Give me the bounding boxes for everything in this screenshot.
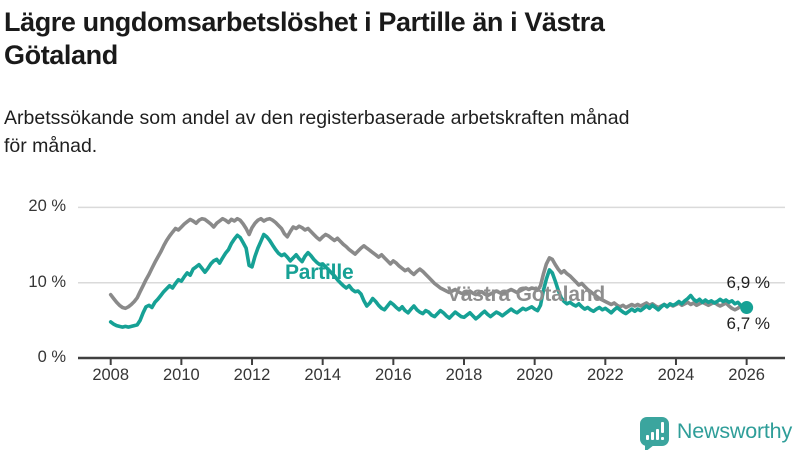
chart-title: Lägre ungdomsarbetslöshet i Partille än …	[4, 6, 784, 72]
x-axis-tick-label: 2008	[92, 366, 130, 384]
chart-title-line-2: Götaland	[4, 40, 118, 70]
chart-title-line-1: Lägre ungdomsarbetslöshet i Partille än …	[4, 7, 605, 37]
series-line-partille	[108, 232, 749, 329]
y-axis-tick-label: 0 %	[37, 348, 66, 366]
y-axis-tick-label: 10 %	[28, 272, 66, 291]
series-line-v-stra-g-taland	[108, 216, 749, 312]
x-axis-tick-label: 2014	[304, 366, 342, 384]
x-axis-tick-label: 2022	[586, 366, 624, 384]
series-label-partille: Partille	[285, 261, 354, 284]
newsworthy-chart-bubble-icon	[639, 416, 669, 450]
x-axis-tick-label: 2012	[233, 366, 271, 384]
latest-point-dot	[740, 301, 754, 315]
x-axis-tick-label: 2016	[374, 366, 412, 384]
x-axis-tick-label: 2020	[516, 366, 554, 384]
end-value-label-vastra-gotaland: 6,9 %	[726, 273, 770, 292]
y-axis-tick-label: 20 %	[28, 197, 66, 216]
newsworthy-wordmark: Newsworthy	[676, 418, 792, 443]
x-axis-tick-label: 2010	[163, 366, 200, 384]
chart-subtitle: Arbetssökande som andel av den registerb…	[4, 104, 794, 160]
newsworthy-logo[interactable]: Newsworthy	[639, 413, 792, 450]
series-label-vastra-gotaland: Västra Götaland	[447, 283, 606, 306]
x-axis-tick-label: 2018	[445, 366, 483, 384]
x-axis-tick-label: 2024	[657, 366, 695, 384]
x-axis-tick-label: 2026	[728, 366, 765, 384]
chart-subtitle-line-1: Arbetssökande som andel av den registerb…	[4, 107, 630, 129]
end-value-label-partille: 6,7 %	[726, 314, 770, 333]
chart-subtitle-line-2: för månad.	[4, 135, 98, 157]
